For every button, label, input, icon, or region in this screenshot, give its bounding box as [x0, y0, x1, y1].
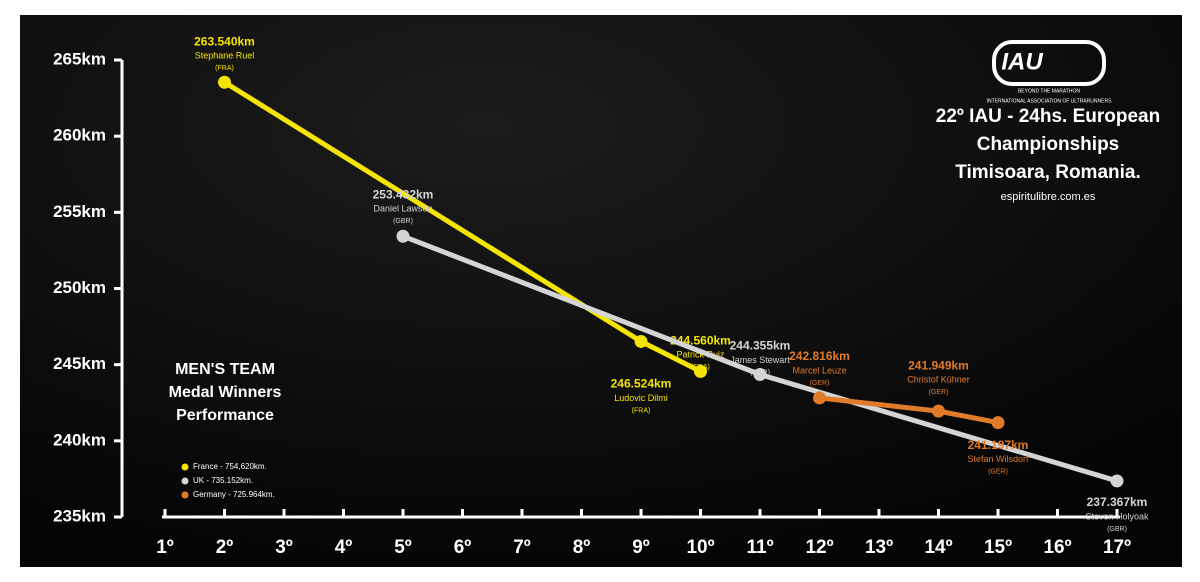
background: [20, 15, 1182, 567]
chart-title: 22º IAU - 24hs. European: [936, 106, 1160, 127]
x-tick-label: 9º: [632, 537, 650, 558]
chart-title: Championships: [977, 134, 1120, 155]
value-label: 241.949km: [908, 358, 969, 372]
runner-label: Stephane Ruel: [195, 51, 255, 61]
point: [218, 75, 231, 89]
runner-label: James Stewart: [730, 355, 790, 365]
value-label: 237.367km: [1087, 495, 1148, 509]
logo-caption: INTERNATIONAL ASSOCIATION OF ULTRARUNNER…: [987, 98, 1112, 104]
point: [813, 391, 826, 405]
legend-label: Germany - 725.964km.: [193, 490, 275, 499]
x-tick-label: 17º: [1103, 537, 1131, 558]
legend-label: UK - 735.152km.: [193, 476, 253, 485]
legend-title: Performance: [176, 407, 274, 424]
legend-swatch: [181, 491, 189, 499]
legend-title: Medal Winners: [169, 384, 282, 401]
x-tick-label: 5º: [394, 537, 412, 558]
runner-label: Christof Kühner: [907, 375, 970, 385]
y-tick-label: 245km: [53, 354, 106, 373]
legend-swatch: [181, 477, 189, 485]
logo-tagline: BEYOND THE MARATHON: [1018, 88, 1080, 94]
x-tick-label: 15º: [984, 537, 1012, 558]
y-tick-label: 240km: [53, 430, 106, 449]
y-tick-label: 250km: [53, 278, 106, 297]
runner-label: Ludovic Dilmi: [614, 393, 668, 403]
x-tick-label: 12º: [805, 537, 833, 558]
x-tick-label: 8º: [573, 537, 591, 558]
value-label: 253.432km: [373, 187, 434, 201]
legend-label: France - 754,620km.: [193, 462, 267, 471]
y-tick-label: 265km: [53, 49, 106, 68]
point: [753, 367, 767, 381]
x-tick-label: 16º: [1043, 537, 1071, 558]
runner-label: Marcel Leuze: [792, 365, 846, 375]
country-label: (GER): [988, 468, 1008, 475]
runner-label: Daniel Lawson: [373, 204, 432, 214]
legend-swatch: [181, 463, 189, 471]
x-tick-label: 10º: [686, 537, 714, 558]
country-label: (GBR): [750, 369, 770, 376]
country-label: (GBR): [1107, 526, 1127, 533]
logo-text: IAU: [1001, 48, 1043, 75]
point: [991, 416, 1005, 430]
runner-label: Steven Holyoak: [1085, 511, 1149, 521]
value-label: 263.540km: [194, 34, 255, 48]
x-tick-label: 1º: [156, 537, 174, 558]
chart-title: Timisoara, Romania.: [955, 162, 1141, 183]
runner-label: Stefan Wilsdorf: [967, 454, 1029, 464]
point: [1110, 474, 1124, 488]
logo: IAU BEYOND THE MARATHON INTERNATIONAL AS…: [987, 40, 1112, 104]
legend-title: MEN'S TEAM: [175, 361, 275, 378]
x-tick-label: 2º: [216, 537, 234, 558]
country-label: (FRA): [691, 364, 710, 371]
x-tick-label: 14º: [924, 537, 952, 558]
x-tick-label: 4º: [335, 537, 353, 558]
country-label: (GER): [810, 380, 830, 387]
point: [396, 229, 410, 243]
country-label: (FRA): [632, 407, 651, 414]
runner-label: Patrick Ruiz: [676, 350, 725, 360]
x-tick-label: 13º: [865, 537, 893, 558]
y-tick-label: 235km: [53, 506, 106, 525]
value-label: 244.355km: [730, 339, 791, 353]
x-tick-label: 6º: [454, 537, 472, 558]
country-label: (GBR): [393, 218, 413, 225]
x-tick-label: 11º: [746, 537, 773, 558]
country-label: (GER): [929, 389, 949, 396]
x-tick-label: 3º: [275, 537, 293, 558]
subtitle: espiritulibre.com.es: [1001, 191, 1096, 203]
value-label: 242.816km: [789, 349, 850, 363]
point: [932, 404, 945, 418]
y-tick-label: 260km: [53, 126, 106, 145]
logo-frame: [992, 40, 1106, 86]
country-label: (FRA): [215, 65, 234, 72]
value-label: 246.524km: [611, 377, 672, 391]
y-tick-label: 255km: [53, 202, 106, 221]
x-tick-label: 7º: [513, 537, 531, 558]
point: [694, 364, 707, 378]
point: [634, 334, 648, 348]
value-label: 241.197km: [968, 438, 1029, 452]
